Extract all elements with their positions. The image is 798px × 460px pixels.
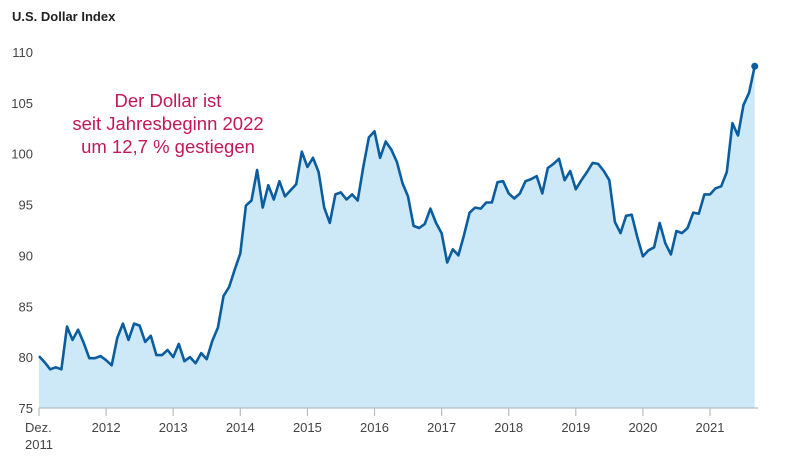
x-tick-label: 2018: [494, 420, 523, 435]
chart-title: U.S. Dollar Index: [12, 9, 116, 24]
area-fill: [39, 66, 755, 408]
annotation-line-1: Der Dollar ist: [114, 90, 222, 111]
y-tick-label: 90: [19, 248, 33, 263]
y-tick-label: 80: [19, 350, 33, 365]
x-tick-label: 2016: [360, 420, 389, 435]
x-tick-label: Dez.: [25, 420, 52, 435]
y-tick-label: 100: [11, 147, 33, 162]
x-tick-label: 2011: [25, 437, 53, 452]
x-tick-label: 2015: [293, 420, 322, 435]
x-tick-label: 2012: [92, 420, 121, 435]
annotation-line-2: seit Jahresbeginn 2022: [72, 113, 264, 134]
y-tick-label: 105: [11, 96, 33, 111]
end-point-marker: [751, 62, 759, 70]
x-tick-label: 2019: [561, 420, 590, 435]
x-tick-label: 2013: [159, 420, 188, 435]
y-tick-label: 110: [12, 45, 33, 60]
y-tick-label: 75: [19, 401, 33, 416]
y-tick-label: 95: [19, 198, 33, 213]
x-tick-label: 2020: [628, 420, 657, 435]
x-tick-label: 2017: [427, 420, 456, 435]
annotation: Der Dollar ist seit Jahresbeginn 2022 um…: [40, 89, 296, 158]
annotation-line-3: um 12,7 % gestiegen: [81, 136, 255, 157]
x-tick-label: 2021: [696, 420, 725, 435]
y-tick-label: 85: [19, 299, 33, 314]
x-tick-label: 2014: [226, 420, 255, 435]
